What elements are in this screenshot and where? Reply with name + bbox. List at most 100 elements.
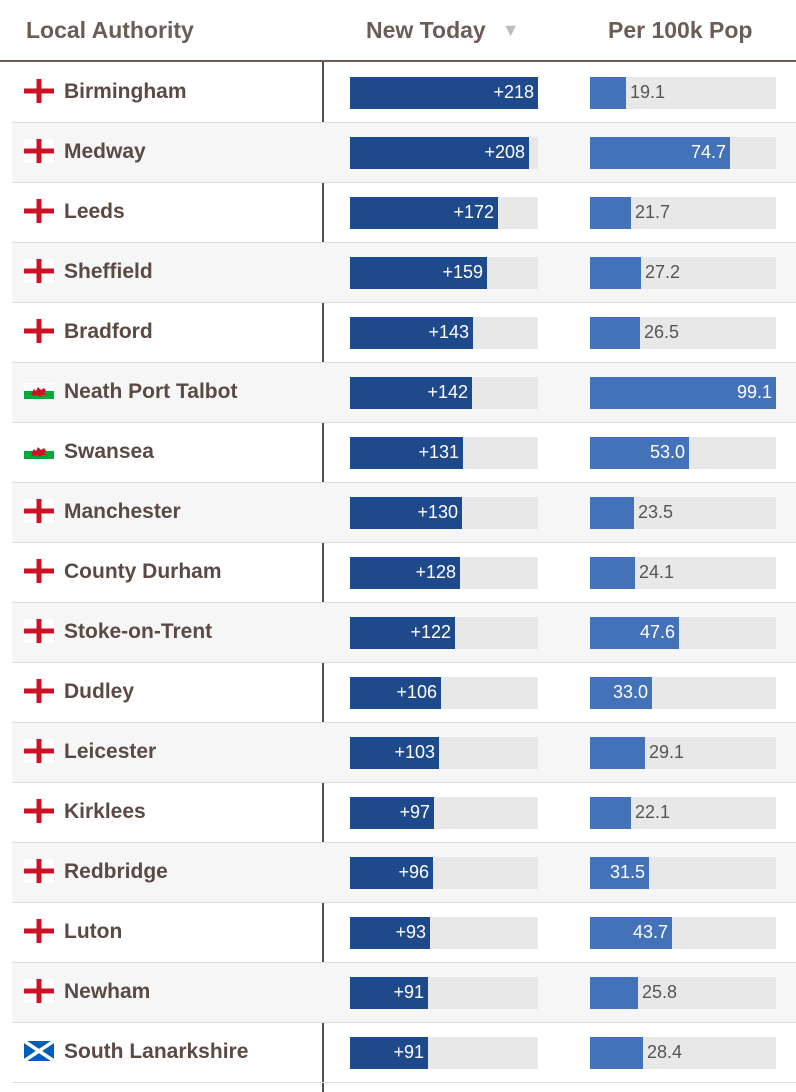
per-100k-bar	[590, 317, 640, 349]
per-100k-bar	[590, 557, 635, 589]
england-flag-icon	[24, 199, 54, 223]
per-100k-bar	[590, 797, 631, 829]
new-today-value: +106	[396, 682, 437, 702]
england-flag-icon	[24, 739, 54, 763]
new-today-value: +128	[415, 562, 456, 582]
wales-flag-icon	[24, 443, 54, 459]
per-100k-bar	[590, 257, 641, 289]
column-divider	[322, 62, 324, 1092]
column-header-per-100k[interactable]: Per 100k Pop	[608, 17, 753, 43]
per-100k-track: 31.5	[590, 857, 776, 889]
new-today-track: +218	[350, 77, 538, 109]
per-100k-track: 24.1	[590, 557, 776, 589]
table-row: Dudley +106 33.0	[12, 663, 796, 723]
table-row: Leicester +103 29.1	[12, 723, 796, 783]
per-100k-bar	[590, 497, 634, 529]
england-flag-icon	[24, 499, 54, 523]
scotland-flag-icon	[24, 1039, 54, 1063]
authority-name: Neath Port Talbot	[64, 380, 238, 403]
per-100k-value: 27.2	[645, 262, 681, 282]
new-today-track: +208	[350, 137, 538, 169]
table-row: Bradford +143 26.5	[12, 303, 796, 363]
authority-name: Swansea	[64, 440, 154, 463]
per-100k-value: 43.7	[632, 922, 668, 942]
per-100k-value: 24.1	[639, 562, 675, 582]
table-row: Stoke-on-Trent +122 47.6	[12, 603, 796, 663]
column-header-authority[interactable]: Local Authority	[26, 17, 194, 43]
new-today-track: +106	[350, 677, 538, 709]
per-100k-value: 23.5	[638, 502, 674, 522]
new-today-value: +143	[428, 322, 469, 342]
table-row: Leeds +172 21.7	[12, 183, 796, 243]
per-100k-value: 26.5	[644, 322, 680, 342]
authority-name: County Durham	[64, 560, 222, 583]
per-100k-track: 22.1	[590, 797, 776, 829]
new-today-track: +93	[350, 917, 538, 949]
per-100k-track: 28.4	[590, 1037, 776, 1069]
per-100k-value: 25.8	[642, 982, 678, 1002]
new-today-bar	[350, 677, 441, 709]
sort-descending-icon[interactable]: ▼	[501, 20, 520, 40]
per-100k-value: 53.0	[649, 442, 685, 462]
england-flag-icon	[24, 859, 54, 883]
per-100k-track: 53.0	[590, 437, 776, 469]
england-flag-icon	[24, 79, 54, 103]
new-today-bar	[350, 617, 455, 649]
per-100k-bar	[590, 437, 689, 469]
per-100k-track: 29.1	[590, 737, 776, 769]
new-today-value: +122	[410, 622, 451, 642]
england-flag-icon	[24, 559, 54, 583]
new-today-track: +91	[350, 977, 538, 1009]
new-today-track: +128	[350, 557, 538, 589]
new-today-bar	[350, 437, 463, 469]
authority-name: Dudley	[64, 680, 135, 703]
column-header-new-today[interactable]: New Today ▼	[366, 17, 520, 44]
table-row: Manchester +130 23.5	[12, 483, 796, 543]
authority-name: Birmingham	[64, 80, 187, 103]
new-today-bar	[350, 1037, 428, 1069]
new-today-bar	[350, 497, 462, 529]
per-100k-value: 29.1	[649, 742, 685, 762]
per-100k-track: 25.8	[590, 977, 776, 1009]
new-today-track: +103	[350, 737, 538, 769]
new-today-value: +130	[417, 502, 458, 522]
new-today-value: +172	[453, 202, 494, 222]
table-row: Sheffield +159 27.2	[12, 243, 796, 303]
per-100k-bar	[590, 977, 638, 1009]
new-today-value: +96	[398, 862, 429, 882]
per-100k-value: 19.1	[630, 82, 666, 102]
per-100k-bar	[590, 77, 626, 109]
authority-name: Leicester	[64, 740, 157, 763]
new-today-value: +142	[427, 382, 468, 402]
england-flag-icon	[24, 259, 54, 283]
per-100k-bar	[590, 1037, 643, 1069]
table-header: Local Authority New Today ▼ Per 100k Pop	[0, 0, 796, 62]
table-row: South Lanarkshire +91 28.4	[12, 1023, 796, 1083]
new-today-value: +159	[442, 262, 483, 282]
wales-flag-icon	[24, 383, 54, 399]
new-today-bar	[350, 917, 430, 949]
table-row: County Durham +128 24.1	[12, 543, 796, 603]
per-100k-bar	[590, 917, 672, 949]
new-today-track: +143	[350, 317, 538, 349]
per-100k-track: 21.7	[590, 197, 776, 229]
per-100k-track: 74.7	[590, 137, 776, 169]
per-100k-value: 33.0	[612, 682, 648, 702]
per-100k-value: 21.7	[635, 202, 671, 222]
england-flag-icon	[24, 679, 54, 703]
per-100k-value: 99.1	[736, 382, 772, 402]
new-today-bar	[350, 737, 439, 769]
table-row: Newham +91 25.8	[12, 963, 796, 1023]
new-today-track: +97	[350, 797, 538, 829]
table-row: Kirklees +97 22.1	[12, 783, 796, 843]
england-flag-icon	[24, 919, 54, 943]
per-100k-track: 47.6	[590, 617, 776, 649]
authority-name: Kirklees	[64, 800, 146, 823]
new-today-value: +131	[418, 442, 459, 462]
new-today-value: +93	[395, 922, 426, 942]
per-100k-value: 22.1	[635, 802, 671, 822]
table-row: Medway +208 74.7	[12, 123, 796, 183]
new-today-value: +97	[399, 802, 430, 822]
column-header-new-today-label: New Today	[366, 17, 486, 43]
